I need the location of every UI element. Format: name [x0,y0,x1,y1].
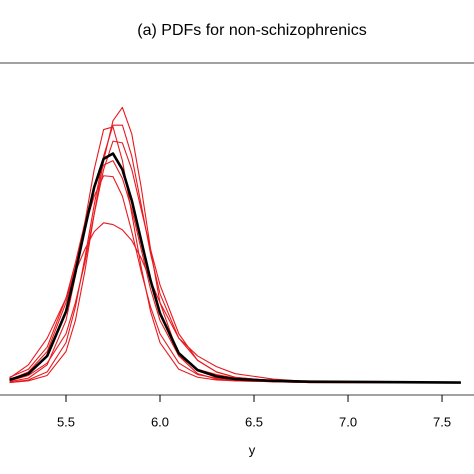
density-curve [9,152,461,384]
x-tick-label: 6.0 [151,414,169,429]
density-curve [9,175,461,384]
x-tick-label: 6.5 [245,414,263,429]
density-curve [9,126,461,384]
density-curve [9,140,461,384]
density-curve [9,222,461,384]
density-curve [9,106,461,384]
plot-frame [0,62,474,396]
x-axis-label: y [249,442,256,457]
chart-title: (a) PDFs for non-schizophrenics [137,22,366,39]
x-tick-label: 7.5 [433,414,451,429]
x-tick-label: 7.0 [339,414,357,429]
density-curve [9,124,461,384]
density-curve [9,160,461,384]
x-tick-label: 5.5 [57,414,75,429]
